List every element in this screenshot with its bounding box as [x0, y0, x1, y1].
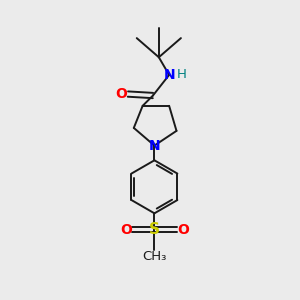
Text: N: N [163, 68, 175, 82]
Text: CH₃: CH₃ [142, 250, 166, 263]
Text: O: O [120, 223, 132, 236]
Text: O: O [116, 87, 128, 101]
Text: O: O [177, 223, 189, 236]
Text: H: H [177, 68, 186, 81]
Text: N: N [148, 139, 160, 153]
Text: S: S [149, 222, 160, 237]
